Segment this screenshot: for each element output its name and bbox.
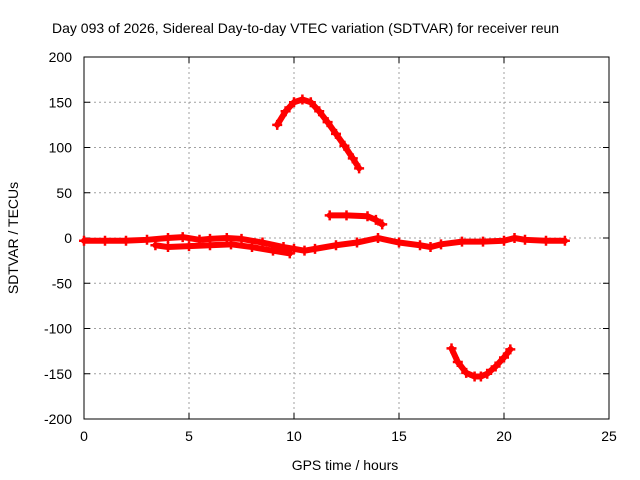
data-point-marker xyxy=(354,163,365,174)
y-tick-label: 150 xyxy=(49,94,73,110)
data-point-marker xyxy=(299,245,310,256)
data-point-marker xyxy=(236,233,247,244)
data-point-marker xyxy=(347,153,358,164)
x-tick-label: 15 xyxy=(391,428,407,444)
data-point-marker xyxy=(297,94,308,105)
data-point-marker xyxy=(436,239,446,250)
data-point-marker xyxy=(394,237,404,248)
data-point-marker xyxy=(280,106,291,117)
data-point-marker xyxy=(163,242,173,253)
data-point-marker xyxy=(352,237,362,248)
data-point-marker xyxy=(541,235,551,246)
series-baseline-upper xyxy=(79,232,570,256)
data-point-marker xyxy=(331,128,341,139)
data-point-marker xyxy=(79,235,89,246)
series-baseline-lower xyxy=(150,239,295,259)
data-point-marker xyxy=(520,234,530,245)
data-point-marker xyxy=(362,211,373,222)
data-point-marker xyxy=(272,119,283,130)
data-point-marker xyxy=(100,235,110,246)
data-point-marker xyxy=(415,240,425,251)
data-point-marker xyxy=(142,234,152,245)
data-point-marker xyxy=(499,235,509,246)
x-tick-label: 20 xyxy=(496,428,512,444)
y-tick-label: -200 xyxy=(44,411,72,427)
data-point-marker xyxy=(339,140,350,151)
x-tick-label: 25 xyxy=(601,428,617,444)
data-point-marker xyxy=(221,233,232,243)
y-tick-label: 0 xyxy=(64,230,72,246)
x-tick-label: 5 xyxy=(185,428,193,444)
x-tick-label: 0 xyxy=(80,428,88,444)
data-point-marker xyxy=(475,371,486,382)
data-point-marker xyxy=(482,368,493,379)
data-point-marker xyxy=(499,352,509,363)
series-arc-negative xyxy=(446,343,516,382)
y-tick-label: -100 xyxy=(44,321,72,337)
chart-title: Day 093 of 2026, Sidereal Day-to-day VTE… xyxy=(52,20,559,36)
data-point-marker xyxy=(289,97,299,108)
y-tick-label: -150 xyxy=(44,366,72,382)
y-tick-label: 50 xyxy=(56,185,72,201)
data-point-marker xyxy=(341,210,352,221)
data-point-marker xyxy=(370,214,381,225)
data-point-marker xyxy=(331,240,341,251)
data-point-marker xyxy=(457,236,467,247)
y-axis-label: SDTVAR / TECUs xyxy=(5,182,21,294)
y-tick-label: 200 xyxy=(49,49,73,65)
data-point-marker xyxy=(373,233,383,243)
data-point-marker xyxy=(305,97,316,108)
data-point-marker xyxy=(559,235,570,246)
data-point-marker xyxy=(505,344,516,355)
x-axis-label: GPS time / hours xyxy=(292,457,399,473)
data-point-marker xyxy=(177,232,188,243)
data-point-marker xyxy=(461,367,472,378)
data-point-marker xyxy=(509,233,520,243)
data-point-marker xyxy=(310,243,320,254)
y-tick-label: -50 xyxy=(52,275,72,291)
data-point-marker xyxy=(205,240,215,251)
data-point-marker xyxy=(247,242,257,253)
data-point-marker xyxy=(425,242,436,253)
data-point-marker xyxy=(478,236,488,247)
data-point-marker xyxy=(314,106,325,117)
data-point-marker xyxy=(324,210,335,221)
series-shelf xyxy=(324,210,388,230)
data-point-marker xyxy=(184,241,194,252)
series-arc-positive xyxy=(272,94,365,174)
data-point-marker xyxy=(150,240,161,251)
data-point-marker xyxy=(490,361,501,372)
data-point-marker xyxy=(377,219,388,230)
data-point-marker xyxy=(446,343,457,354)
data-point-marker xyxy=(268,245,278,256)
data-point-marker xyxy=(226,239,236,250)
data-point-marker xyxy=(452,356,463,367)
data-series xyxy=(79,94,570,382)
data-point-marker xyxy=(322,117,333,128)
data-point-marker xyxy=(121,235,131,246)
data-point-marker xyxy=(163,233,173,243)
x-tick-label: 10 xyxy=(286,428,302,444)
axis-ticks: 0 5 10 15 20 25 200 150 100 50 0 -50 -100 -150 -200 xyxy=(44,49,617,444)
y-tick-label: 100 xyxy=(49,140,73,156)
data-point-marker xyxy=(284,248,295,259)
